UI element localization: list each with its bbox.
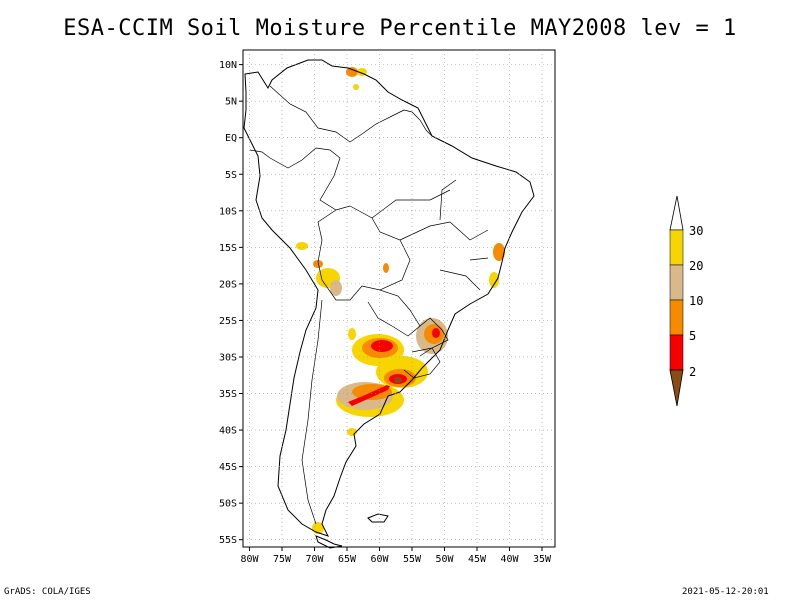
border-peru-brazil: [319, 157, 351, 211]
colorbar: 30 20 10 5 2: [669, 195, 703, 407]
lat-tick-label: 15S: [219, 243, 237, 254]
shade-andes-5: [348, 328, 356, 340]
latitude-tick-labels: 10N 5N EQ 5S 10S 15S 20S 25S 30S 35S 40S 45S 50S 55S: [219, 60, 237, 546]
colorbar-label-30: 30: [689, 224, 703, 238]
map-frame: [242, 49, 556, 548]
tierra-del-fuego: [315, 535, 343, 549]
lat-tick-label: 10S: [219, 206, 237, 217]
country-borders: [249, 85, 489, 525]
page-title: ESA-CCIM Soil Moisture Percentile MAY200…: [63, 16, 737, 41]
lon-tick-label: 45W: [468, 554, 487, 565]
lon-tick-label: 75W: [273, 554, 292, 565]
lat-tick-label: 30S: [219, 352, 237, 363]
lon-tick-label: 65W: [338, 554, 357, 565]
lat-tick-label: 25S: [219, 316, 237, 327]
footer-credit: GrADS: COLA/IGES: [4, 587, 91, 597]
shade-pampa-red: [348, 382, 392, 406]
shade-andes-4: [313, 260, 323, 268]
border-venezuela-brazil: [349, 109, 405, 143]
shade-uruguay-brown: [394, 377, 402, 383]
lon-tick-label: 35W: [533, 554, 552, 565]
lon-tick-label: 70W: [305, 554, 324, 565]
border-bolivia: [317, 205, 411, 301]
shade-east-3: [383, 263, 389, 273]
colorbar-top-arrow: [669, 195, 684, 231]
lat-tick-label: 40S: [219, 426, 237, 437]
longitude-tick-labels: 80W 75W 70W 65W 60W 55W 50W 45W 40W 35W: [240, 554, 552, 565]
falkland-islands: [367, 513, 389, 523]
lon-tick-label: 60W: [370, 554, 389, 565]
colorbar-label-10: 10: [689, 294, 703, 308]
shade-andes-3: [296, 242, 308, 250]
colorbar-bottom-arrow: [669, 369, 684, 407]
shade-sbrazil-red: [432, 328, 440, 338]
lat-tick-label: 20S: [219, 279, 237, 290]
lon-tick-label: 55W: [403, 554, 422, 565]
border-uruguay: [403, 347, 441, 379]
lon-tick-label: 50W: [435, 554, 454, 565]
border-guianas: [403, 109, 433, 137]
border-brazil-states: [371, 179, 489, 291]
colorbar-label-20: 20: [689, 259, 703, 273]
lat-tick-label: 5N: [225, 97, 237, 108]
border-argentina-brazil: [419, 317, 449, 357]
border-paraguay: [367, 289, 421, 337]
colorbar-bin-20: [669, 264, 684, 301]
lon-tick-label: 40W: [500, 554, 519, 565]
lat-tick-label: 10N: [219, 60, 237, 71]
coastlines: [243, 59, 535, 549]
lat-lon-grid: [239, 50, 555, 551]
lat-tick-label: 50S: [219, 499, 237, 510]
colorbar-bin-30: [669, 229, 684, 266]
border-colombia-venezuela: [269, 85, 351, 143]
border-chile-argentina: [301, 299, 323, 525]
colorbar-label-2: 2: [689, 365, 696, 379]
border-colombia-peru: [269, 147, 341, 169]
lat-tick-label: EQ: [225, 133, 237, 144]
lat-tick-label: 45S: [219, 462, 237, 473]
colorbar-bin-10: [669, 299, 684, 336]
south-america-coastline: [243, 59, 535, 537]
colorbar-bin-5: [669, 334, 684, 371]
colorbar-label-5: 5: [689, 329, 696, 343]
border-ecuador: [249, 149, 271, 159]
lon-tick-label: 80W: [240, 554, 259, 565]
shade-north-3: [353, 84, 359, 90]
lat-tick-label: 55S: [219, 535, 237, 546]
lat-tick-label: 5S: [225, 170, 237, 181]
shade-north-1: [346, 67, 358, 77]
shade-east-2: [489, 272, 499, 288]
footer-timestamp: 2021-05-12-20:01: [682, 587, 769, 597]
lat-tick-label: 35S: [219, 389, 237, 400]
shade-chaco-red: [371, 340, 393, 352]
percentile-shading: [296, 67, 505, 534]
